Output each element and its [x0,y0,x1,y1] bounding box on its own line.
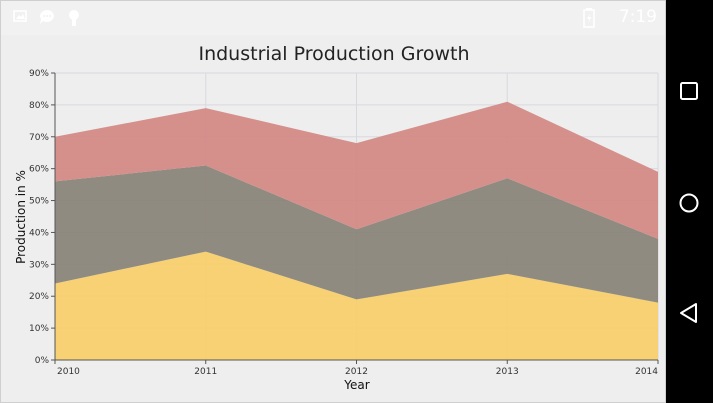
chart-areas [55,101,658,360]
navigation-bar [666,0,713,403]
x-tick-label: 2011 [194,367,217,377]
status-bar: 7:19 [1,1,665,35]
y-tick-label: 0% [35,356,50,366]
x-axis-title: Year [343,378,369,392]
y-tick-label: 30% [29,260,49,270]
y-tick-label: 50% [29,197,49,207]
y-tick-label: 90% [29,69,49,79]
x-tick-label: 2014 [635,367,658,377]
image-icon [13,10,27,22]
status-time: 7:19 [618,7,657,27]
x-tick-label: 2010 [57,367,80,377]
back-button[interactable] [676,300,702,326]
chat-bubble-icon [40,10,54,24]
x-tick-label: 2013 [496,367,519,377]
x-tick-label: 2012 [345,367,368,377]
y-axis-title: Production in % [14,170,28,264]
area-chart: Industrial Production Growth 0% 10% 20% 30%… [14,43,659,392]
y-tick-label: 80% [29,101,49,111]
y-tick-label: 10% [29,324,49,334]
series-1-area [55,251,658,360]
y-tick-label: 20% [29,292,49,302]
chart-title: Industrial Production Growth [198,43,469,65]
series-2-area [55,165,658,303]
android-icon [69,10,79,26]
y-tick-label: 40% [29,228,49,238]
home-button[interactable] [676,190,702,216]
recents-button[interactable] [676,78,702,104]
battery-icon [583,8,595,28]
y-tick-label: 70% [29,133,49,143]
y-tick-label: 60% [29,165,49,175]
chart-axes: 0% 10% 20% 30% 40% 50% 60% 70% 80% 90% 2010 2011 201… [29,69,659,377]
series-3-area [55,101,658,239]
app-screen: 7:19 Industrial Production Growth 0% 10% 2… [0,0,666,403]
